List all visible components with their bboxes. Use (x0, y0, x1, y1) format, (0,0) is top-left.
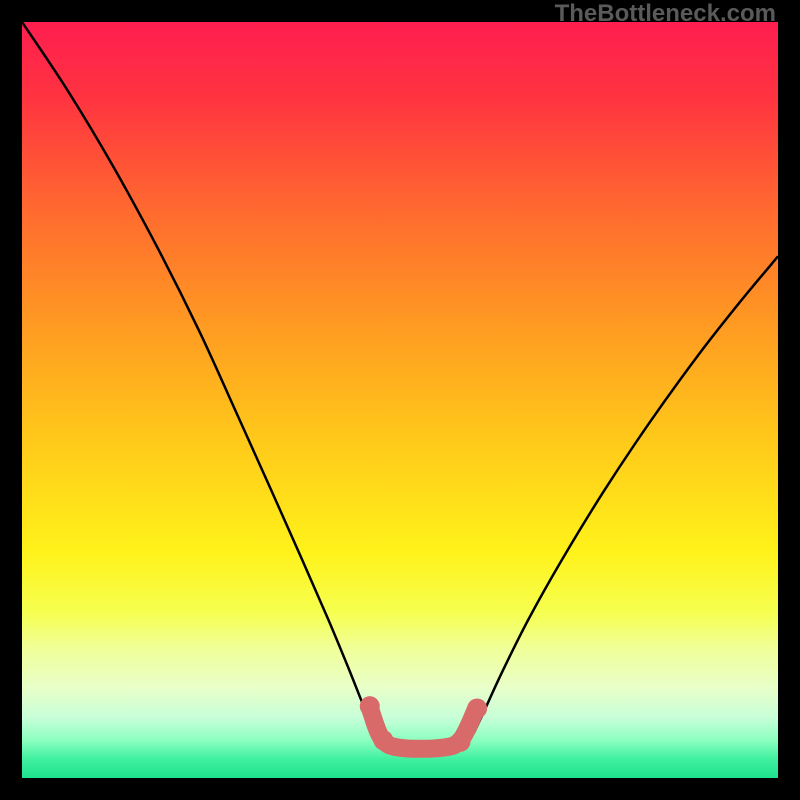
curve-path (474, 256, 778, 732)
connector-dot (360, 696, 380, 716)
connector-dot (373, 730, 393, 750)
plot-area (22, 22, 778, 778)
curve-path (22, 22, 376, 733)
connector-dot (450, 732, 470, 752)
chart-svg (22, 22, 778, 778)
watermark-text: TheBottleneck.com (555, 0, 776, 28)
connector-dot (467, 698, 487, 718)
chart-frame: TheBottleneck.com (0, 0, 800, 800)
